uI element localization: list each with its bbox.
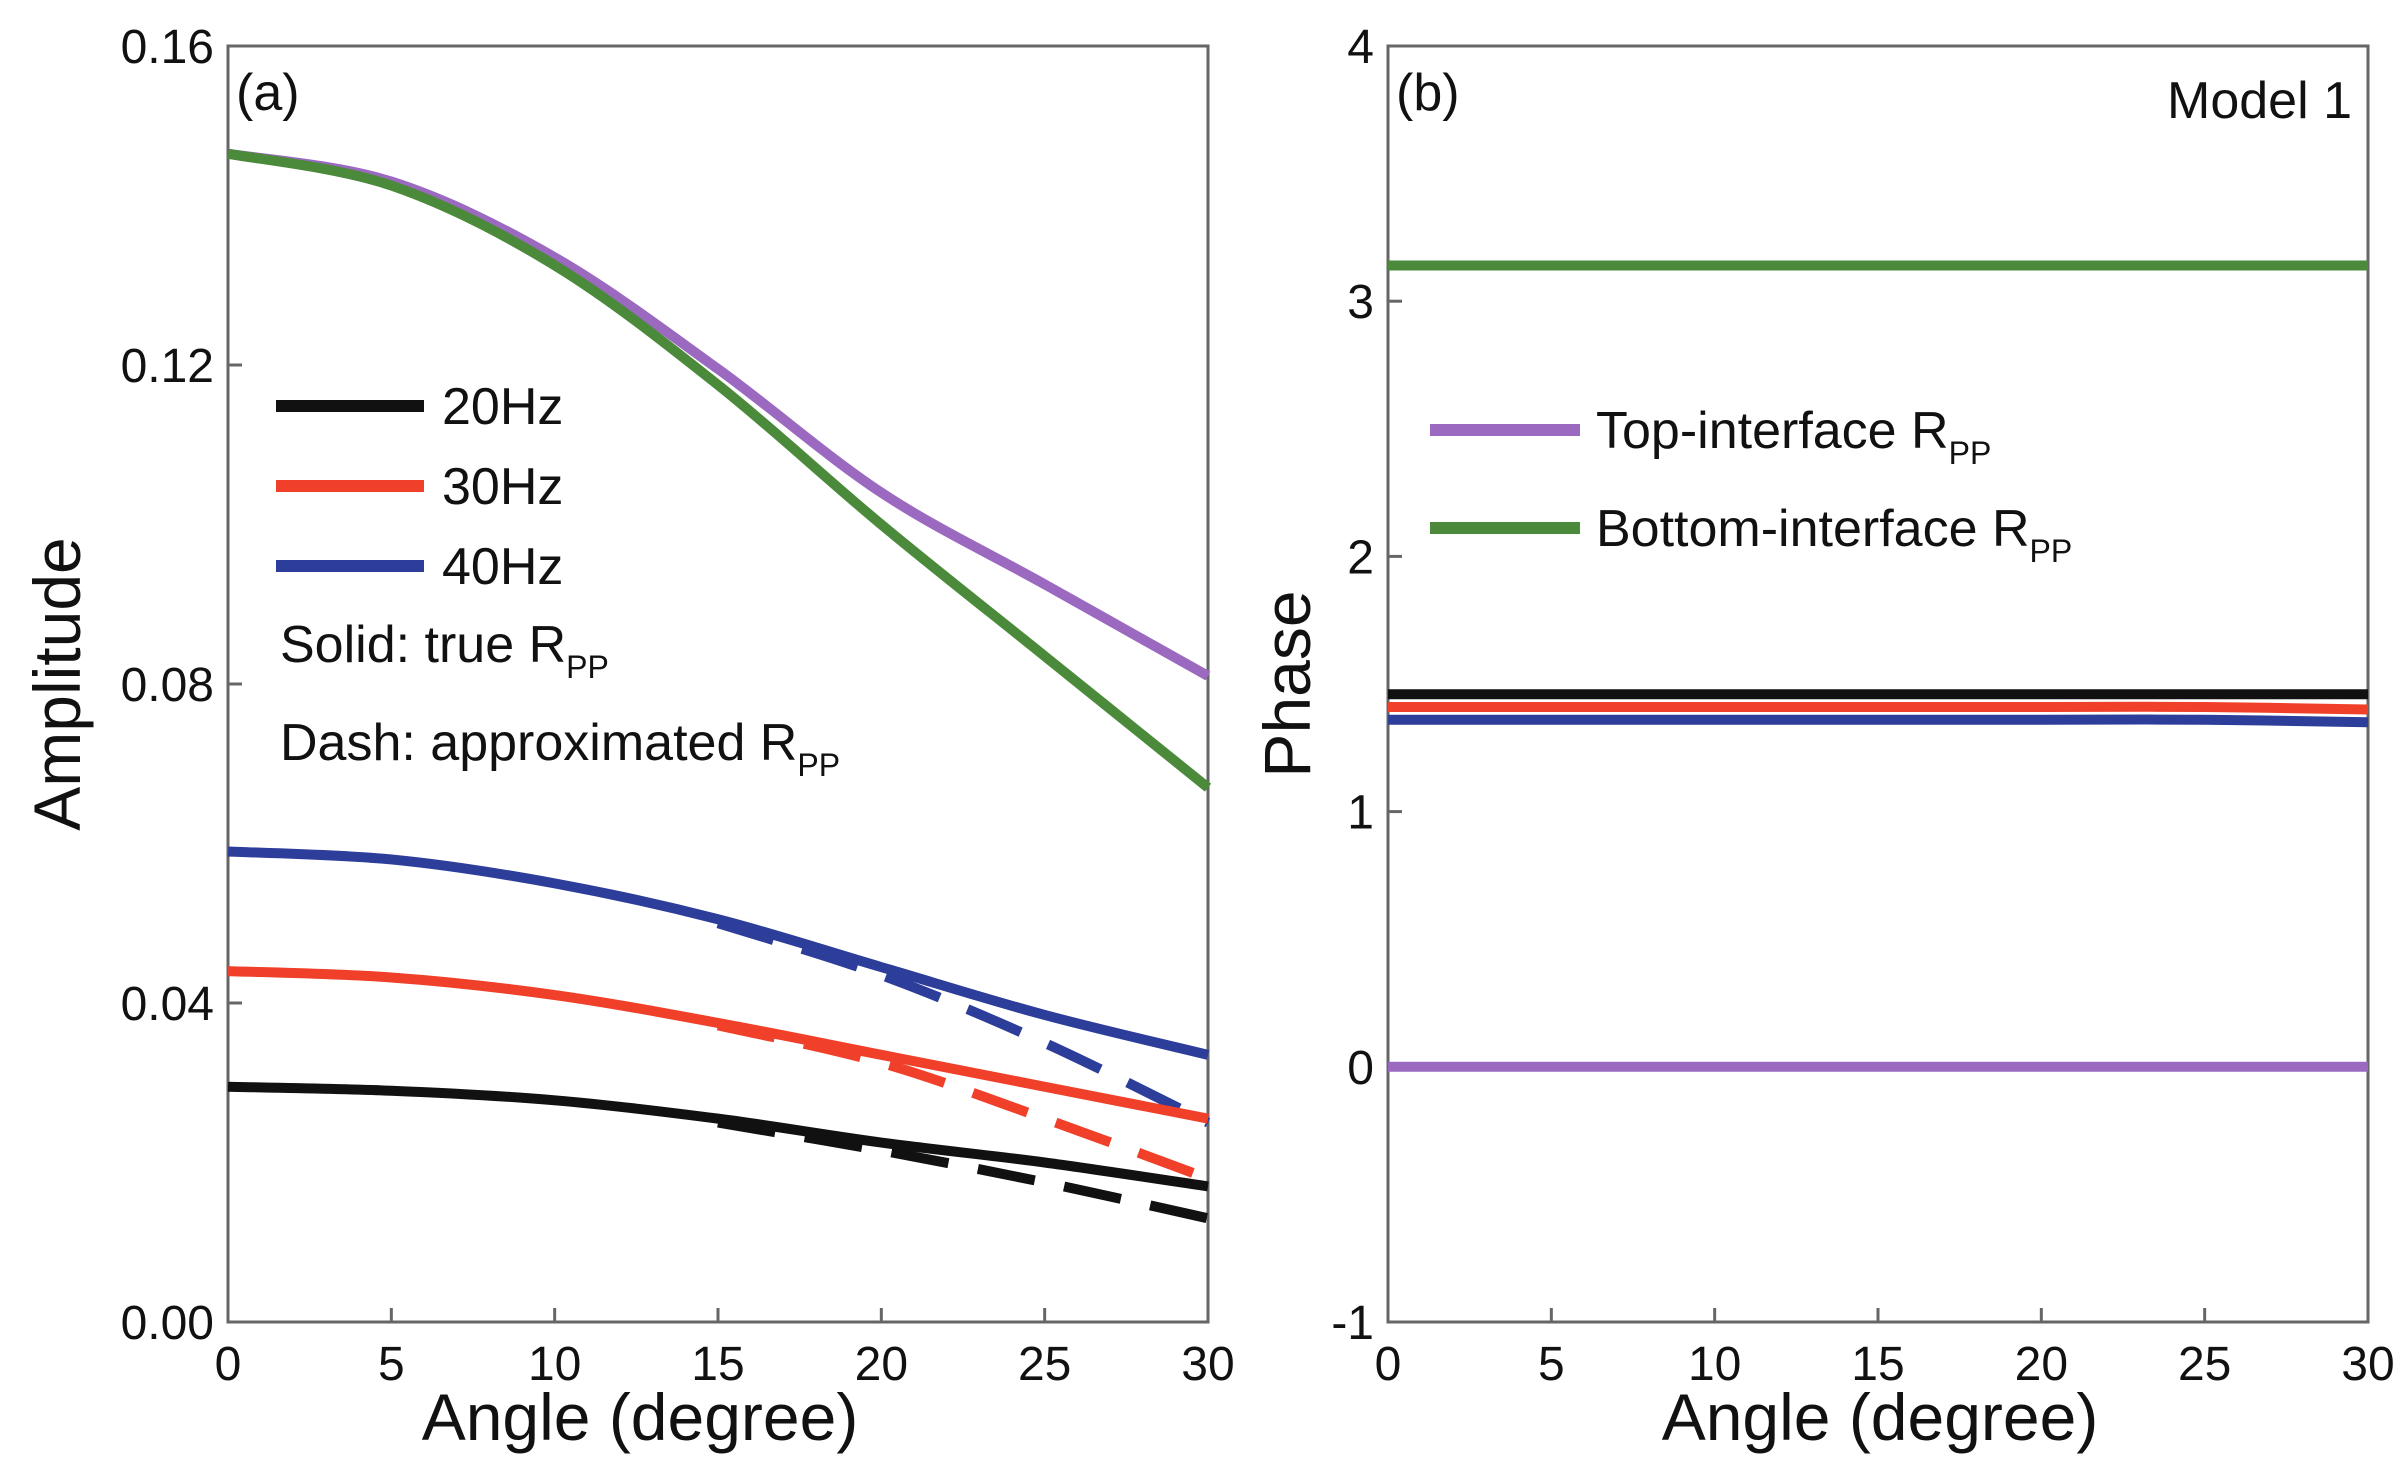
panel-a-y-ticks: 0.00 0.04 0.08 0.12 0.16 bbox=[121, 21, 242, 1350]
panel-b-label: (b) bbox=[1396, 64, 1460, 122]
panel-b-x-ticks: 0 5 10 15 20 25 30 bbox=[1375, 1308, 2395, 1391]
series-line-40hz-approx bbox=[716, 918, 1211, 1128]
panel-a-x-axis-label: Angle (degree) bbox=[422, 1380, 859, 1454]
x-tick-label: 0 bbox=[1375, 1338, 1402, 1391]
panel-b-model-annotation: Model 1 bbox=[2167, 72, 2352, 130]
panel-b-y-axis-label: Phase bbox=[1250, 590, 1324, 777]
y-tick-label: 2 bbox=[1347, 531, 1374, 584]
series-line-20hz-true bbox=[227, 1081, 1209, 1192]
x-tick-label: 20 bbox=[2015, 1338, 2068, 1391]
x-tick-label: 5 bbox=[1538, 1338, 1565, 1391]
y-tick-label: 4 bbox=[1347, 21, 1374, 74]
legend-label-30hz: 30Hz bbox=[442, 458, 563, 516]
panel-a-label: (a) bbox=[236, 64, 300, 122]
series-line-30hz bbox=[1388, 701, 2369, 715]
panel-b-plot-frame bbox=[1386, 44, 2370, 1324]
y-tick-label: 0.16 bbox=[121, 21, 214, 74]
series-line-30hz-approx bbox=[716, 1020, 1210, 1184]
x-tick-label: 5 bbox=[378, 1338, 405, 1391]
x-tick-label: 10 bbox=[528, 1338, 581, 1391]
panel-a-amplitude-chart: 0.00 0.04 0.08 0.12 0.16 0 5 10 15 20 25 30 (a) Am… bbox=[20, 21, 1235, 1454]
legend-label-top-interface: Top-interface RPP bbox=[1596, 402, 1991, 471]
x-tick-label: 20 bbox=[855, 1338, 908, 1391]
panel-b-series bbox=[1387, 260, 2369, 1072]
series-line-40hz-true bbox=[227, 846, 1210, 1060]
y-tick-label: -1 bbox=[1331, 1297, 1374, 1350]
series-line-40hz bbox=[1387, 714, 2369, 728]
y-tick-label: 0 bbox=[1347, 1042, 1374, 1095]
x-tick-label: 25 bbox=[2178, 1338, 2231, 1391]
x-tick-label: 30 bbox=[2341, 1338, 2394, 1391]
y-tick-label: 3 bbox=[1347, 276, 1374, 329]
panel-a-x-ticks: 0 5 10 15 20 25 30 bbox=[215, 1308, 1235, 1391]
x-tick-label: 0 bbox=[215, 1338, 242, 1391]
panel-a-series bbox=[227, 148, 1212, 1224]
y-tick-label: 1 bbox=[1347, 787, 1374, 840]
series-line-bottom-interface-true bbox=[227, 148, 1212, 792]
y-tick-label: 0.00 bbox=[121, 1297, 214, 1350]
y-tick-label: 0.12 bbox=[121, 340, 214, 393]
x-tick-label: 15 bbox=[1851, 1338, 1904, 1391]
panel-b-y-ticks: -1 0 1 2 3 4 bbox=[1331, 21, 1402, 1350]
y-tick-label: 0.08 bbox=[121, 659, 214, 712]
x-tick-label: 15 bbox=[691, 1338, 744, 1391]
series-line-30hz-true bbox=[227, 966, 1209, 1124]
panel-a-legend: 20Hz 30Hz 40Hz Solid: true RPP Dash: app… bbox=[276, 378, 840, 783]
x-tick-label: 30 bbox=[1181, 1338, 1234, 1391]
x-tick-label: 25 bbox=[1018, 1338, 1071, 1391]
legend-note-dash: Dash: approximated RPP bbox=[280, 714, 840, 783]
legend-note-solid: Solid: true RPP bbox=[280, 616, 609, 685]
legend-label-20hz: 20Hz bbox=[442, 378, 563, 436]
panel-b-x-axis-label: Angle (degree) bbox=[1662, 1380, 2099, 1454]
panel-a-plot-frame bbox=[226, 44, 1210, 1324]
legend-label-bottom-interface: Bottom-interface RPP bbox=[1596, 500, 2072, 569]
x-tick-label: 10 bbox=[1688, 1338, 1741, 1391]
panel-a-y-axis-label: Amplitude bbox=[20, 537, 94, 831]
y-tick-label: 0.04 bbox=[121, 978, 214, 1031]
panel-b-legend: Top-interface RPP Bottom-interface RPP bbox=[1430, 402, 2072, 569]
legend-label-40hz: 40Hz bbox=[442, 538, 563, 596]
